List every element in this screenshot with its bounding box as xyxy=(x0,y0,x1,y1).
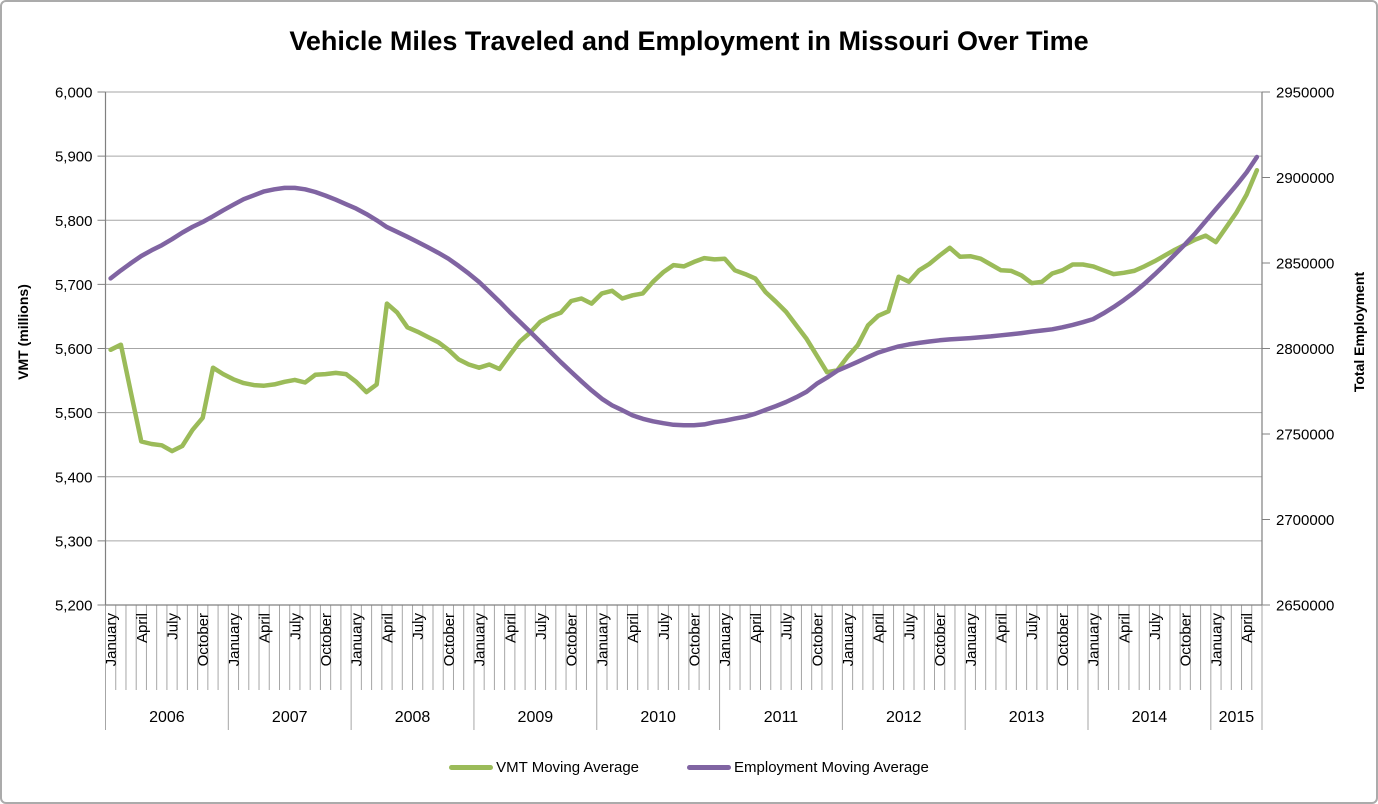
left-axis-tick-label: 5,900 xyxy=(55,149,93,166)
left-axis-tick-label: 5,800 xyxy=(55,213,93,230)
month-tick-label: January xyxy=(1208,613,1225,667)
right-axis-tick-label: 2950000 xyxy=(1276,85,1334,102)
month-tick-label: January xyxy=(594,613,611,667)
left-axis-tick-label: 5,400 xyxy=(55,469,93,486)
month-tick-label: July xyxy=(656,613,673,640)
month-tick-label: October xyxy=(1178,613,1195,666)
month-tick-label: October xyxy=(195,613,212,666)
month-tick-label: October xyxy=(441,613,458,666)
year-label: 2011 xyxy=(764,709,799,726)
legend-label-employment: Employment Moving Average xyxy=(734,759,929,776)
legend-label-vmt: VMT Moving Average xyxy=(496,759,640,776)
month-tick-label: April xyxy=(748,613,765,643)
left-axis-tick-label: 5,500 xyxy=(55,405,93,422)
chart-legend: VMT Moving Average Employment Moving Ave… xyxy=(2,759,1376,776)
month-tick-label: July xyxy=(287,613,304,640)
month-tick-label: July xyxy=(410,613,427,640)
legend-item-employment: Employment Moving Average xyxy=(687,759,929,776)
year-label: 2012 xyxy=(886,709,922,726)
left-axis-tick-label: 5,700 xyxy=(55,277,93,294)
month-tick-label: October xyxy=(564,613,581,666)
month-tick-label: July xyxy=(901,613,918,640)
employment-line-swatch-icon xyxy=(687,765,732,770)
month-tick-label: January xyxy=(840,613,857,667)
month-tick-label: October xyxy=(686,613,703,666)
month-tick-label: April xyxy=(257,613,274,643)
right-axis-tick-label: 2850000 xyxy=(1276,256,1334,273)
month-tick-label: October xyxy=(932,613,949,666)
year-label: 2006 xyxy=(149,709,185,726)
month-tick-label: July xyxy=(165,613,182,640)
employment-moving-average-line xyxy=(108,154,1260,428)
month-tick-label: January xyxy=(349,613,366,667)
year-label: 2009 xyxy=(518,709,554,726)
month-tick-label: July xyxy=(1024,613,1041,640)
month-tick-label: July xyxy=(533,613,550,640)
year-label: 2014 xyxy=(1132,709,1168,726)
month-tick-label: October xyxy=(1055,613,1072,666)
right-axis-tick-label: 2650000 xyxy=(1276,598,1334,615)
month-tick-label: April xyxy=(625,613,642,643)
month-tick-label: April xyxy=(134,613,151,643)
month-tick-label: July xyxy=(779,613,796,640)
month-tick-label: January xyxy=(103,613,120,667)
year-label: 2007 xyxy=(272,709,308,726)
vmt-line-swatch-icon xyxy=(449,765,494,770)
month-tick-label: January xyxy=(717,613,734,667)
month-tick-label: January xyxy=(963,613,980,667)
year-label: 2013 xyxy=(1009,709,1045,726)
right-axis-tick-label: 2800000 xyxy=(1276,341,1334,358)
year-label: 2015 xyxy=(1219,709,1255,726)
month-tick-label: January xyxy=(472,613,489,667)
month-tick-label: July xyxy=(1147,613,1164,640)
month-tick-label: April xyxy=(871,613,888,643)
month-tick-label: January xyxy=(1086,613,1103,667)
right-axis-tick-label: 2700000 xyxy=(1276,512,1334,529)
chart-title: Vehicle Miles Traveled and Employment in… xyxy=(289,26,1089,56)
month-tick-label: April xyxy=(1239,613,1256,643)
month-tick-label: April xyxy=(1116,613,1133,643)
month-tick-label: April xyxy=(502,613,519,643)
left-axis-tick-label: 5,300 xyxy=(55,533,93,550)
year-label: 2008 xyxy=(395,709,431,726)
month-tick-label: January xyxy=(226,613,243,667)
left-axis-tick-label: 6,000 xyxy=(55,85,93,102)
right-axis-tick-label: 2750000 xyxy=(1276,427,1334,444)
year-label: 2010 xyxy=(640,709,676,726)
left-axis-tick-label: 5,600 xyxy=(55,341,93,358)
left-axis-tick-label: 5,200 xyxy=(55,598,93,615)
right-axis-tick-label: 2900000 xyxy=(1276,170,1334,187)
month-tick-label: April xyxy=(994,613,1011,643)
month-tick-label: October xyxy=(809,613,826,666)
month-tick-label: April xyxy=(379,613,396,643)
month-tick-label: October xyxy=(318,613,335,666)
legend-item-vmt: VMT Moving Average xyxy=(449,759,639,776)
vmt-moving-average-line xyxy=(108,167,1260,454)
